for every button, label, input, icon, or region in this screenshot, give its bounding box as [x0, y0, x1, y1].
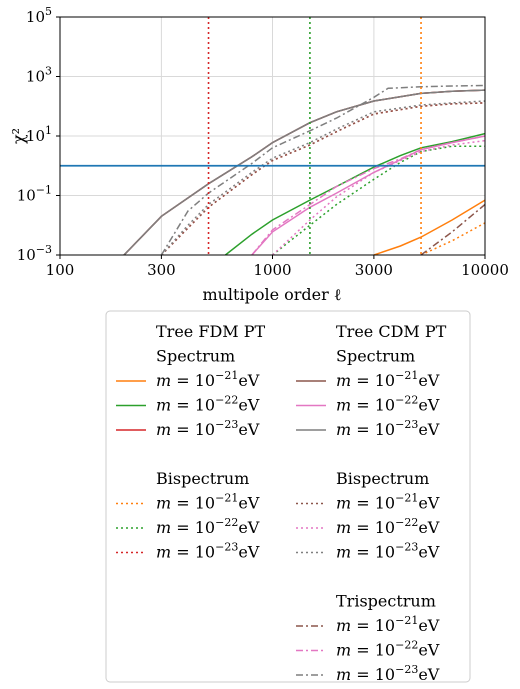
x-tick-label: 10000 [461, 261, 509, 279]
legend-label: m = 10−23eV [336, 541, 440, 562]
series-line [271, 139, 485, 255]
series-line [420, 222, 485, 255]
y-tick-label: 103 [26, 65, 52, 86]
series-line [420, 203, 485, 255]
legend-column-title: Tree CDM PT [336, 322, 447, 341]
legend: Tree FDM PT Spectrum m = 10−21eV m = 10−22e… [105, 310, 471, 684]
legend-heading: Spectrum [156, 347, 235, 366]
legend-label: m = 10−23eV [156, 418, 260, 439]
series-line [160, 102, 485, 255]
x-tick-label: 1000 [253, 261, 291, 279]
x-axis-label: multipole order ℓ [202, 285, 341, 304]
series-line [272, 145, 485, 255]
legend-heading: Spectrum [336, 347, 415, 366]
legend-heading: Bispectrum [336, 469, 429, 488]
legend-label: m = 10−21eV [336, 369, 440, 390]
legend-label: m = 10−22eV [336, 516, 440, 537]
legend-label: m = 10−21eV [156, 369, 260, 390]
legend-heading: Trispectrum [336, 592, 436, 611]
series-line [160, 84, 485, 255]
legend-label: m = 10−23eV [156, 541, 260, 562]
legend-label: m = 10−21eV [156, 492, 260, 513]
x-tick-label: 100 [46, 261, 75, 279]
legend-heading: Bispectrum [156, 469, 249, 488]
x-tick-label: 3000 [355, 261, 393, 279]
legend-label: m = 10−23eV [336, 663, 440, 684]
reference-lines [60, 17, 485, 255]
legend-label: m = 10−22eV [156, 516, 260, 537]
series-line [251, 135, 485, 255]
series-line [160, 102, 485, 255]
legend-label: m = 10−22eV [336, 394, 440, 415]
legend-label: m = 10−23eV [336, 418, 440, 439]
series-line [373, 199, 485, 255]
y-axis-label: χ² [9, 128, 28, 144]
legend-column-title: Tree FDM PT [156, 322, 266, 341]
y-tick-label: 101 [26, 124, 52, 145]
series-group [123, 84, 485, 255]
legend-box [105, 310, 471, 683]
legend-label: m = 10−21eV [336, 492, 440, 513]
x-tick-label: 300 [147, 261, 176, 279]
legend-label: m = 10−21eV [336, 614, 440, 635]
y-tick-label: 10−1 [17, 184, 52, 205]
legend-label: m = 10−22eV [336, 639, 440, 660]
y-tick-label: 105 [26, 5, 52, 26]
legend-label: m = 10−22eV [156, 394, 260, 415]
